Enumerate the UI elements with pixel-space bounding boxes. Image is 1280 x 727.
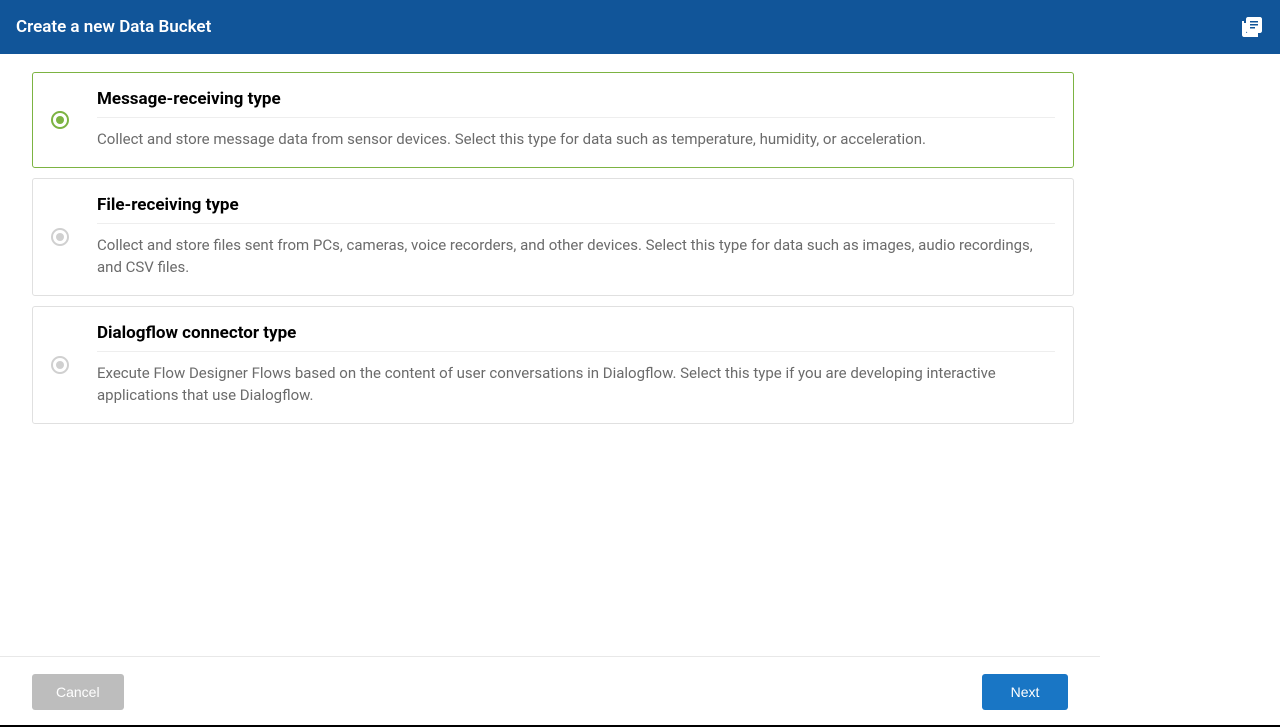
option-title: Message-receiving type — [97, 89, 1055, 118]
radio-button[interactable] — [51, 356, 69, 374]
option-title: Dialogflow connector type — [97, 323, 1055, 352]
next-button[interactable]: Next — [982, 674, 1068, 710]
option-dialogflow-connector[interactable]: Dialogflow connector type Execute Flow D… — [32, 306, 1074, 424]
option-body: Dialogflow connector type Execute Flow D… — [97, 323, 1055, 407]
option-body: File-receiving type Collect and store fi… — [97, 195, 1055, 279]
option-body: Message-receiving type Collect and store… — [97, 89, 1055, 151]
page-header: Create a new Data Bucket — [0, 0, 1280, 54]
library-icon[interactable] — [1240, 15, 1264, 39]
cancel-button[interactable]: Cancel — [32, 674, 124, 710]
radio-button[interactable] — [51, 228, 69, 246]
option-message-receiving[interactable]: Message-receiving type Collect and store… — [32, 72, 1074, 168]
option-description: Collect and store files sent from PCs, c… — [97, 234, 1055, 279]
option-description: Execute Flow Designer Flows based on the… — [97, 362, 1055, 407]
radio-button[interactable] — [51, 111, 69, 129]
footer-actions: Cancel Next — [0, 656, 1100, 727]
option-title: File-receiving type — [97, 195, 1055, 224]
option-file-receiving[interactable]: File-receiving type Collect and store fi… — [32, 178, 1074, 296]
page-title: Create a new Data Bucket — [16, 17, 211, 37]
options-content: Message-receiving type Collect and store… — [0, 54, 1280, 656]
option-description: Collect and store message data from sens… — [97, 128, 1055, 151]
